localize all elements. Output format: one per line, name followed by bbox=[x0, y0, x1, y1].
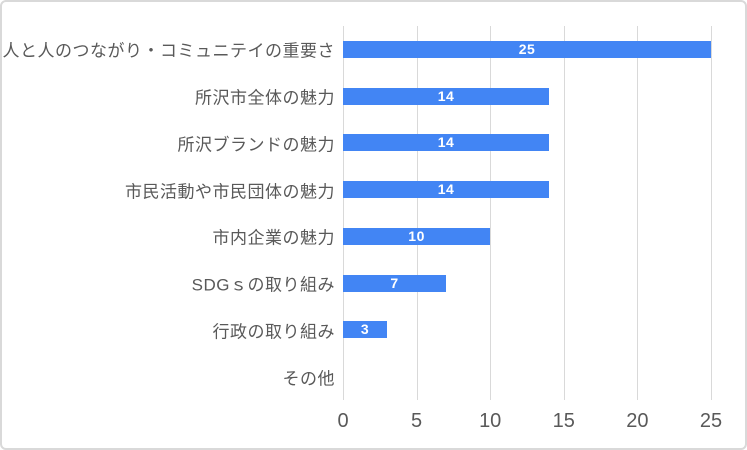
x-axis-tick-label: 15 bbox=[552, 410, 575, 432]
bar-data-label: 7 bbox=[390, 274, 399, 291]
bar[interactable]: 7 bbox=[343, 274, 447, 292]
category-label: 所沢市全体の魅力 bbox=[195, 88, 335, 108]
gridline bbox=[490, 26, 492, 400]
bar[interactable]: 14 bbox=[343, 134, 550, 152]
gridline bbox=[711, 26, 712, 400]
gridline bbox=[637, 26, 639, 400]
bar-data-label: 14 bbox=[437, 134, 455, 151]
bar[interactable]: 3 bbox=[343, 321, 388, 339]
gridline bbox=[416, 26, 418, 400]
x-axis-tick-label: 20 bbox=[626, 410, 649, 432]
category-label: 行政の取り組み bbox=[212, 322, 335, 342]
category-label: 市民活動や市民団体の魅力 bbox=[125, 182, 335, 202]
gridline bbox=[563, 26, 565, 400]
category-label: SDGｓの取り組み bbox=[191, 275, 335, 295]
plot-area: 25 14 14 14 10 7 3 bbox=[343, 26, 712, 400]
gridline bbox=[343, 26, 344, 400]
x-axis-tick-label: 0 bbox=[337, 410, 349, 432]
x-axis: 0 5 10 15 20 25 bbox=[337, 410, 722, 438]
category-label: 市内企業の魅力 bbox=[212, 228, 335, 248]
bar-data-label: 10 bbox=[408, 227, 425, 244]
category-label: 人と人のつながり・コミュニテイの重要さ bbox=[2, 41, 335, 61]
bar[interactable]: 25 bbox=[343, 40, 711, 58]
bar[interactable]: 14 bbox=[343, 87, 550, 105]
x-axis-tick-label: 10 bbox=[479, 410, 502, 432]
category-label: その他 bbox=[282, 369, 335, 389]
bar[interactable]: 10 bbox=[343, 227, 491, 245]
bar[interactable]: 14 bbox=[343, 181, 550, 199]
category-label: 所沢ブランドの魅力 bbox=[177, 135, 335, 155]
bar-data-label: 3 bbox=[360, 321, 370, 338]
bar-data-label: 14 bbox=[437, 181, 455, 198]
bar-data-label: 14 bbox=[437, 87, 455, 104]
bar-data-label: 25 bbox=[518, 40, 536, 57]
x-axis-tick-label: 5 bbox=[411, 410, 423, 432]
x-axis-tick-label: 25 bbox=[699, 410, 723, 432]
